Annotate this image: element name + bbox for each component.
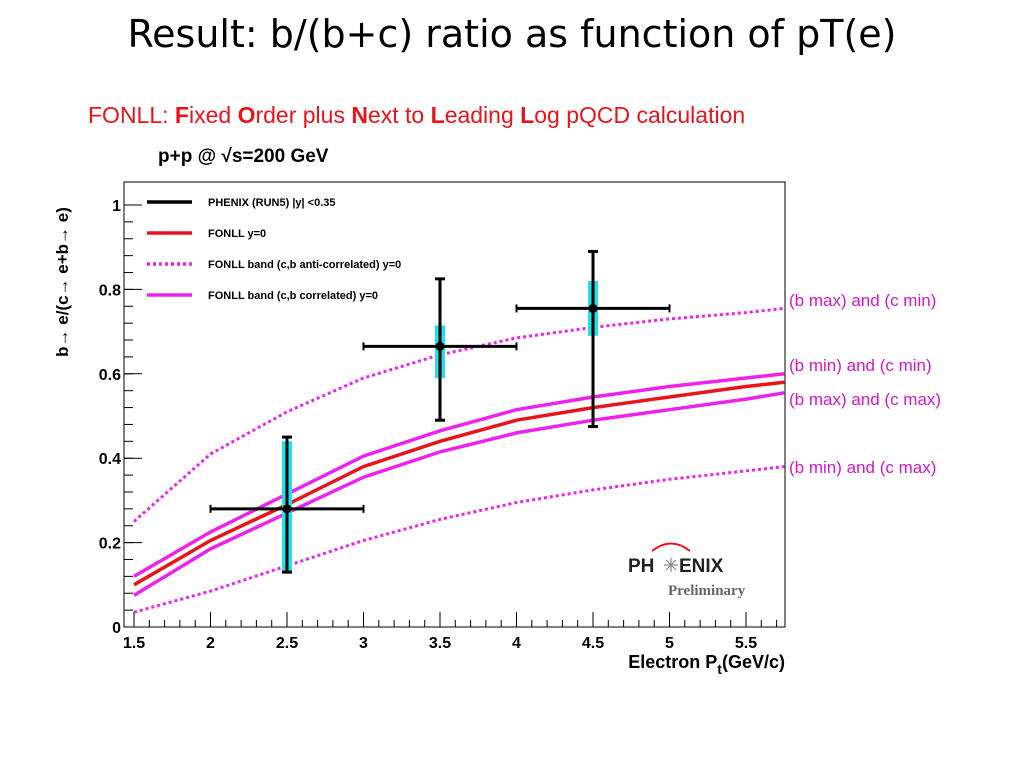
logo-star-icon [664, 558, 678, 572]
x-tick-label: 2 [206, 635, 215, 652]
annotation-bmin-cmin: (b min) and (c min) [789, 356, 932, 375]
fonll-word: rder plus [255, 102, 352, 128]
logo-subtitle: Preliminary [668, 583, 746, 599]
x-tick-label: 4 [512, 635, 521, 652]
axis-ticks: 1.5 2 2.5 3 3.5 4 4.5 5 5.5 0 0.2 0.4 0.6 0.8 1 [99, 198, 778, 652]
x-tick-label: 5.5 [735, 635, 757, 652]
x-tick-label: 1.5 [123, 635, 145, 652]
fonll-word: ext to [367, 102, 431, 128]
chart-title: p+p @ √s=200 GeV [158, 146, 329, 167]
fonll-correlated-band-line [133, 372, 785, 578]
y-axis-label: b→ e/(c→ e+b→ e) [53, 207, 72, 357]
logo-text-left: PH [628, 556, 654, 577]
y-tick-label: 1 [112, 198, 121, 215]
y-tick-label: 0.4 [99, 451, 121, 468]
x-axis-label: Electron Pt(GeV/c) [628, 652, 785, 677]
fonll-correlated-band-line [133, 391, 785, 597]
fonll-word: og pQCD calculation [534, 102, 746, 128]
annotation-bmin-cmax: (b min) and (c max) [789, 458, 937, 477]
y-tick-label: 0 [112, 620, 121, 637]
legend-label: FONLL band (c,b correlated) y=0 [208, 290, 378, 302]
data-point-marker [588, 303, 598, 313]
phenix-logo: PH ENIX Preliminary [628, 542, 746, 599]
y-tick-label: 0.6 [99, 367, 121, 384]
fonll-initial: O [237, 102, 256, 128]
data-point-marker [435, 341, 445, 351]
legend-label: FONLL band (c,b anti-correlated) y=0 [208, 259, 401, 271]
logo-text-right: ENIX [679, 556, 724, 577]
x-tick-label: 4.5 [582, 635, 604, 652]
x-tick-label: 3.5 [429, 635, 451, 652]
fonll-central-line [133, 380, 785, 587]
fonll-curves [133, 306, 785, 614]
annotation-bmax-cmin: (b max) and (c min) [789, 291, 937, 310]
fonll-initial: F [174, 102, 189, 128]
phenix-data-points [209, 249, 671, 574]
y-tick-label: 0.8 [99, 282, 121, 299]
fonll-initial: L [430, 102, 445, 128]
slide-title: Result: b/(b+c) ratio as function of pT(… [127, 12, 897, 56]
fonll-initial: N [351, 102, 368, 128]
fonll-subtitle: FONLL: Fixed Order plus Next to Leading … [88, 102, 745, 129]
fonll-initial: L [520, 102, 535, 128]
fonll-prefix: FONLL: [88, 102, 175, 128]
x-tick-label: 2.5 [276, 635, 298, 652]
legend-label: PHENIX (RUN5) |y| <0.35 [208, 197, 336, 209]
annotation-bmax-cmax: (b max) and (c max) [789, 390, 942, 409]
fonll-anticorrelated-band-line [133, 306, 785, 523]
plot-frame [123, 181, 786, 628]
data-point-marker [282, 504, 292, 514]
fonll-word: eading [444, 102, 521, 128]
x-tick-label: 5 [665, 635, 674, 652]
y-tick-label: 0.2 [99, 536, 121, 553]
legend-label: FONLL y=0 [208, 228, 266, 240]
x-tick-label: 3 [359, 635, 368, 652]
legend: PHENIX (RUN5) |y| <0.35 FONLL y=0 FONLL ba… [147, 197, 401, 302]
fonll-word: ixed [188, 102, 238, 128]
